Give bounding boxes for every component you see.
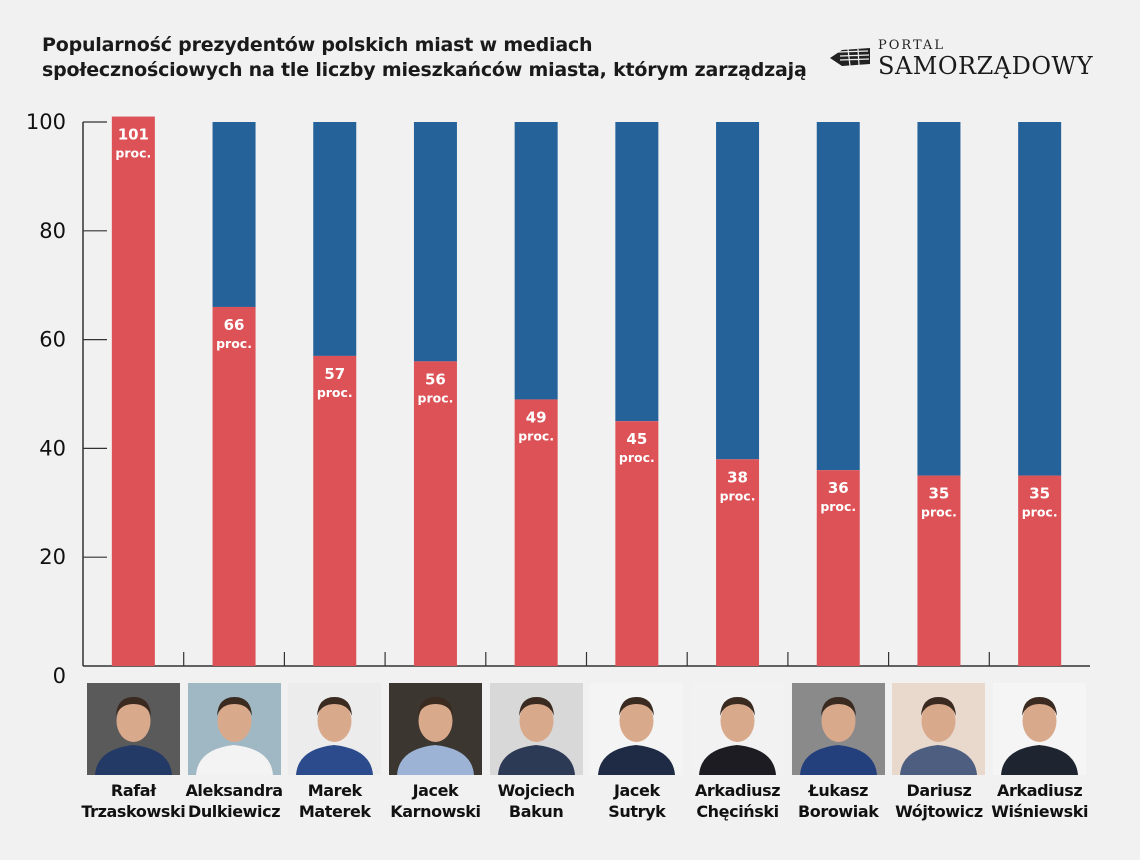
value-label: 35 xyxy=(1029,485,1050,503)
remainder-bar xyxy=(1018,122,1062,476)
unit-label: proc. xyxy=(820,499,856,514)
person-photo xyxy=(489,683,583,775)
y-tick-label: 40 xyxy=(39,436,66,460)
y-tick-label: 80 xyxy=(39,219,66,243)
value-label: 36 xyxy=(828,479,849,497)
person-photo xyxy=(791,683,885,775)
person-name-line: Wojciech xyxy=(497,781,575,800)
value-label: 56 xyxy=(425,370,446,388)
unit-label: proc. xyxy=(720,488,756,503)
logo-mark-icon xyxy=(830,48,870,67)
person-name-line: Chęciński xyxy=(696,802,779,821)
portal-samorzadowy-logo: PORTAL SAMORZĄDOWY xyxy=(828,36,1108,86)
logo-small-text: PORTAL xyxy=(878,38,945,53)
person-photo xyxy=(288,683,382,775)
remainder-bar xyxy=(917,122,961,476)
person-name: Marek Materek xyxy=(280,780,390,822)
unit-label: proc. xyxy=(619,450,655,465)
unit-label: proc. xyxy=(115,146,151,161)
chart-title: Popularność prezydentów polskich miast w… xyxy=(42,33,807,83)
person-name-line: Jacek xyxy=(412,781,459,800)
value-label: 101 xyxy=(118,126,149,144)
y-tick-label: 100 xyxy=(26,110,66,134)
unit-label: proc. xyxy=(418,390,454,405)
remainder-bar xyxy=(816,122,860,471)
person-name: Dariusz Wójtowicz xyxy=(884,780,994,822)
unit-label: proc. xyxy=(921,505,957,520)
person-name-line: Łukasz xyxy=(808,781,869,800)
logo-big-text: SAMORZĄDOWY xyxy=(878,52,1094,80)
person-photo xyxy=(993,683,1087,775)
person-name-line: Wiśniewski xyxy=(991,802,1089,821)
person-name-line: Marek xyxy=(307,781,363,800)
popularity-bar xyxy=(816,470,860,666)
person-photo xyxy=(691,683,785,775)
person-name: Łukasz Borowiak xyxy=(783,780,893,822)
person-photo xyxy=(388,683,482,775)
person-name: Wojciech Bakun xyxy=(481,780,591,822)
title-line-1: Popularność prezydentów polskich miast w… xyxy=(42,34,593,56)
person-name-line: Karnowski xyxy=(390,802,481,821)
person-name-line: Dulkiewicz xyxy=(187,802,281,821)
person-name-line: Rafał xyxy=(110,781,156,800)
remainder-bar xyxy=(514,122,558,400)
y-tick-label: 20 xyxy=(39,545,66,569)
person-name-line: Sutryk xyxy=(608,802,666,821)
value-label: 35 xyxy=(929,485,950,503)
unit-label: proc. xyxy=(1022,505,1058,520)
value-label: 57 xyxy=(324,365,345,383)
person-name-line: Aleksandra xyxy=(185,781,283,800)
person-photo xyxy=(187,683,281,775)
person-name-line: Dariusz xyxy=(906,781,972,800)
person-photo xyxy=(590,683,684,775)
person-name-line: Arkadiusz xyxy=(997,781,1083,800)
remainder-bar xyxy=(615,122,659,422)
remainder-bar xyxy=(413,122,457,362)
remainder-bar xyxy=(313,122,357,356)
person-photo xyxy=(892,683,986,775)
person-name: Rafał Trzaskowski xyxy=(78,780,188,822)
person-name: Jacek Karnowski xyxy=(380,780,490,822)
person-name-line: Jacek xyxy=(613,781,660,800)
person-name: Aleksandra Dulkiewicz xyxy=(179,780,289,822)
popularity-bar xyxy=(1018,475,1062,666)
popularity-bar xyxy=(917,475,961,666)
value-label: 38 xyxy=(727,468,748,486)
person-name-line: Trzaskowski xyxy=(81,802,186,821)
value-label: 45 xyxy=(626,430,647,448)
remainder-bar xyxy=(212,122,256,307)
person-name: Jacek Sutryk xyxy=(582,780,692,822)
person-name: Arkadiusz Chęciński xyxy=(683,780,793,822)
remainder-bar xyxy=(716,122,760,460)
person-name-line: Bakun xyxy=(508,802,564,821)
person-name-line: Wójtowicz xyxy=(895,802,983,821)
person-name-line: Borowiak xyxy=(797,802,879,821)
title-line-2: społecznościowych na tle liczby mieszkań… xyxy=(42,59,807,81)
popularity-bar xyxy=(111,116,155,666)
popularity-bar xyxy=(212,306,256,666)
value-label: 49 xyxy=(526,408,547,426)
popularity-bar xyxy=(313,355,357,666)
unit-label: proc. xyxy=(216,336,252,351)
person-name-line: Arkadiusz xyxy=(694,781,781,800)
unit-label: proc. xyxy=(317,385,353,400)
popularity-bar xyxy=(716,459,760,666)
y-tick-label: 60 xyxy=(39,328,66,352)
person-photo xyxy=(86,683,180,775)
unit-label: proc. xyxy=(518,428,554,443)
popularity-bar xyxy=(514,399,558,666)
popularity-bar xyxy=(615,421,659,666)
value-label: 66 xyxy=(224,316,245,334)
popularity-bar xyxy=(413,361,457,666)
person-name: Arkadiusz Wiśniewski xyxy=(985,780,1095,822)
person-name-line: Materek xyxy=(298,802,371,821)
y-tick-label: 0 xyxy=(53,664,66,688)
